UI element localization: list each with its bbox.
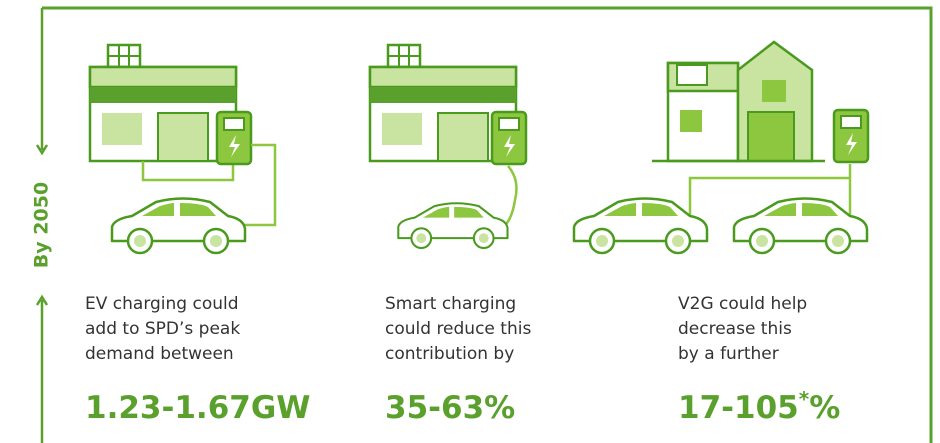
illustration-2 [370, 45, 526, 248]
text-line: Smart charging [385, 294, 516, 314]
figure: 35-63% [385, 390, 515, 426]
text-line: V2G could help [678, 294, 807, 314]
figure-value: 35-63% [385, 390, 515, 426]
panel-2-text: Smart charging could reduce this contrib… [385, 294, 531, 426]
text-line: EV charging could [85, 294, 239, 314]
figure-value: 17-105 [678, 390, 799, 426]
figure-unit: % [809, 390, 840, 426]
text-line: by a further [678, 344, 779, 364]
text-line: demand between [85, 344, 234, 364]
side-label: By 2050 [31, 182, 53, 268]
text-line: add to SPD’s peak [85, 319, 240, 339]
panel-3-text: V2G could help decrease this by a furthe… [678, 294, 840, 426]
figure: 1.23-1.67GW [85, 390, 310, 426]
figure-asterisk: * [799, 387, 810, 411]
figure: 17-105*% [678, 387, 840, 426]
infographic: By 2050 EV charging could add to SPD’s p… [0, 0, 940, 443]
illustration-3 [574, 42, 868, 253]
panel-1-text: EV charging could add to SPD’s peak dema… [85, 294, 310, 426]
text-line: contribution by [385, 344, 514, 364]
text-line: could reduce this [385, 319, 531, 339]
figure-value: 1.23-1.67GW [85, 390, 310, 426]
text-line: decrease this [678, 319, 792, 339]
illustration-1 [90, 45, 275, 253]
